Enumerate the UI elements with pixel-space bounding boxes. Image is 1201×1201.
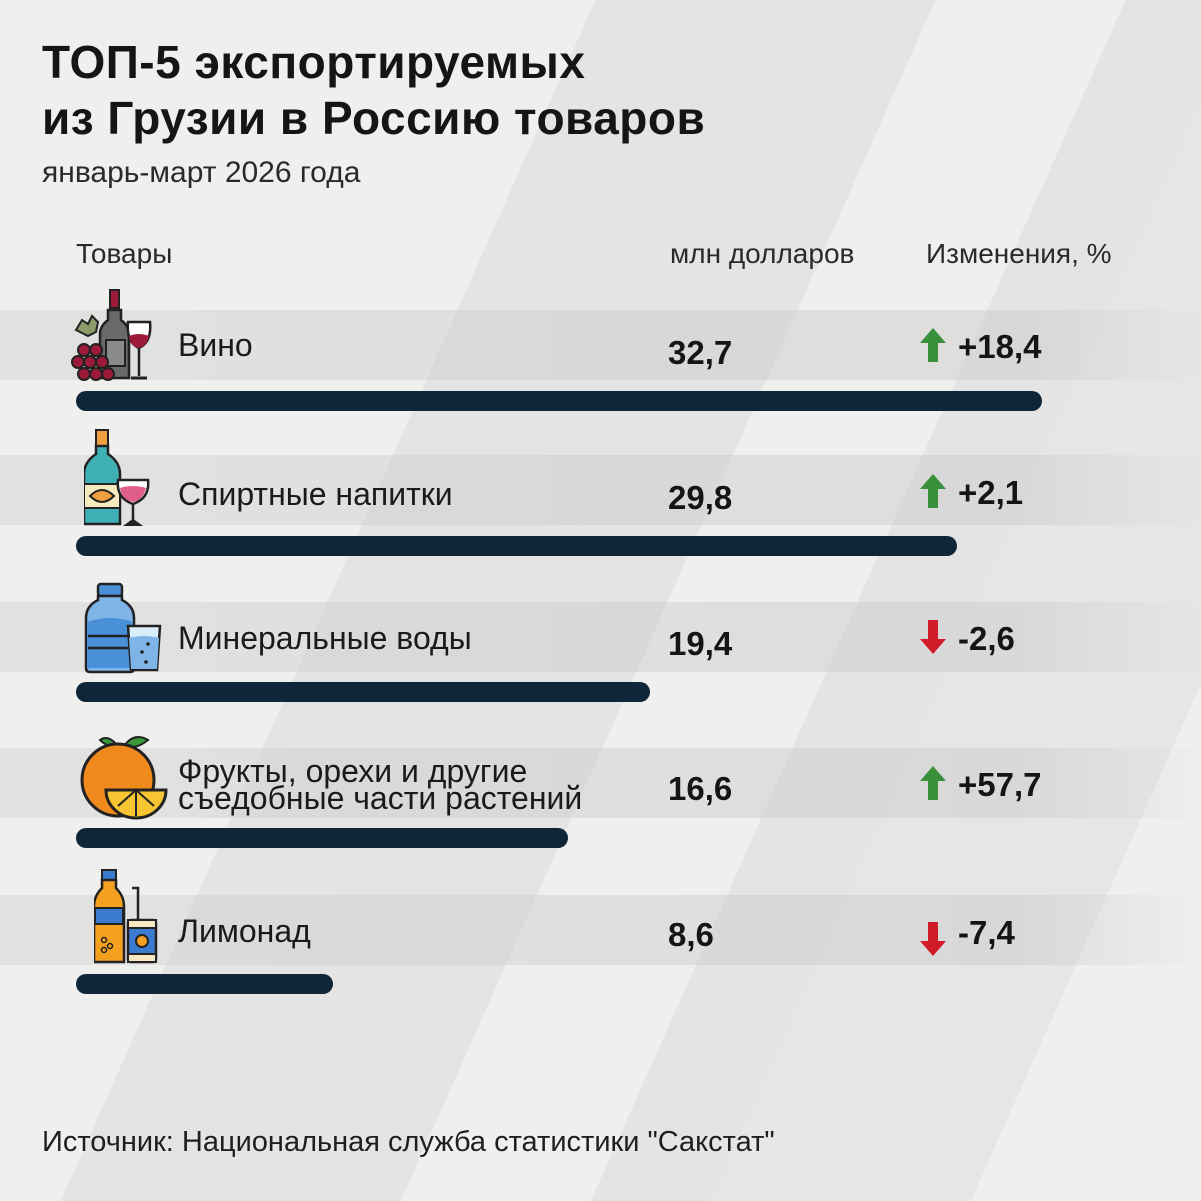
row-label: Фрукты, орехи и другие съедобные части р… (178, 753, 583, 816)
row-value: 19,4 (668, 625, 733, 662)
row-label: Лимонад (178, 913, 311, 949)
row-band (0, 310, 1201, 380)
row-value: 29,8 (668, 479, 733, 516)
source-note: Источник: Национальная служба статистики… (42, 1126, 775, 1158)
title-line-2: из Грузии в Россию товаров (42, 92, 706, 144)
arrow-up-icon (920, 474, 946, 508)
chart-subtitle: январь-март 2026 года (42, 156, 361, 189)
title-line-1: ТОП-5 экспортируемых (42, 36, 586, 88)
row-label: Вино (178, 327, 253, 363)
row-change: +2,1 (958, 474, 1024, 511)
arrow-up-icon (920, 328, 946, 362)
row-value: 8,6 (668, 916, 714, 953)
row-value: 16,6 (668, 770, 733, 807)
value-bar (76, 974, 333, 994)
orange-icon (80, 736, 168, 820)
wine-icon (71, 289, 152, 381)
row-change: +57,7 (958, 766, 1042, 803)
arrow-down-icon (920, 922, 946, 956)
value-bar (76, 828, 568, 848)
row-label: Минеральные воды (178, 620, 472, 656)
value-bar (76, 391, 1042, 411)
row-label: Спиртные напитки (178, 476, 453, 512)
column-header-value: млн долларов (670, 238, 855, 269)
row-band (0, 602, 1201, 672)
water-icon (84, 582, 162, 674)
row-change: +18,4 (958, 328, 1042, 365)
row-band (0, 748, 1201, 818)
row-band (0, 455, 1201, 525)
row-label-line1: Фрукты, орехи и другие (178, 753, 528, 789)
row-change: -2,6 (958, 620, 1015, 657)
chart-title: ТОП-5 экспортируемых из Грузии в Россию … (42, 34, 705, 146)
column-header-change: Изменения, % (926, 238, 1112, 269)
row-label-line2: съедобные части растений (178, 780, 583, 816)
column-header-goods: Товары (76, 238, 173, 269)
value-bar (76, 536, 957, 556)
row-band (0, 895, 1201, 965)
value-bar (76, 682, 650, 702)
row-value: 32,7 (668, 334, 733, 371)
row-change: -7,4 (958, 914, 1015, 951)
arrow-down-icon (920, 620, 946, 654)
spirits-icon (84, 429, 150, 526)
lemonade-icon (94, 869, 158, 964)
arrow-up-icon (920, 766, 946, 800)
